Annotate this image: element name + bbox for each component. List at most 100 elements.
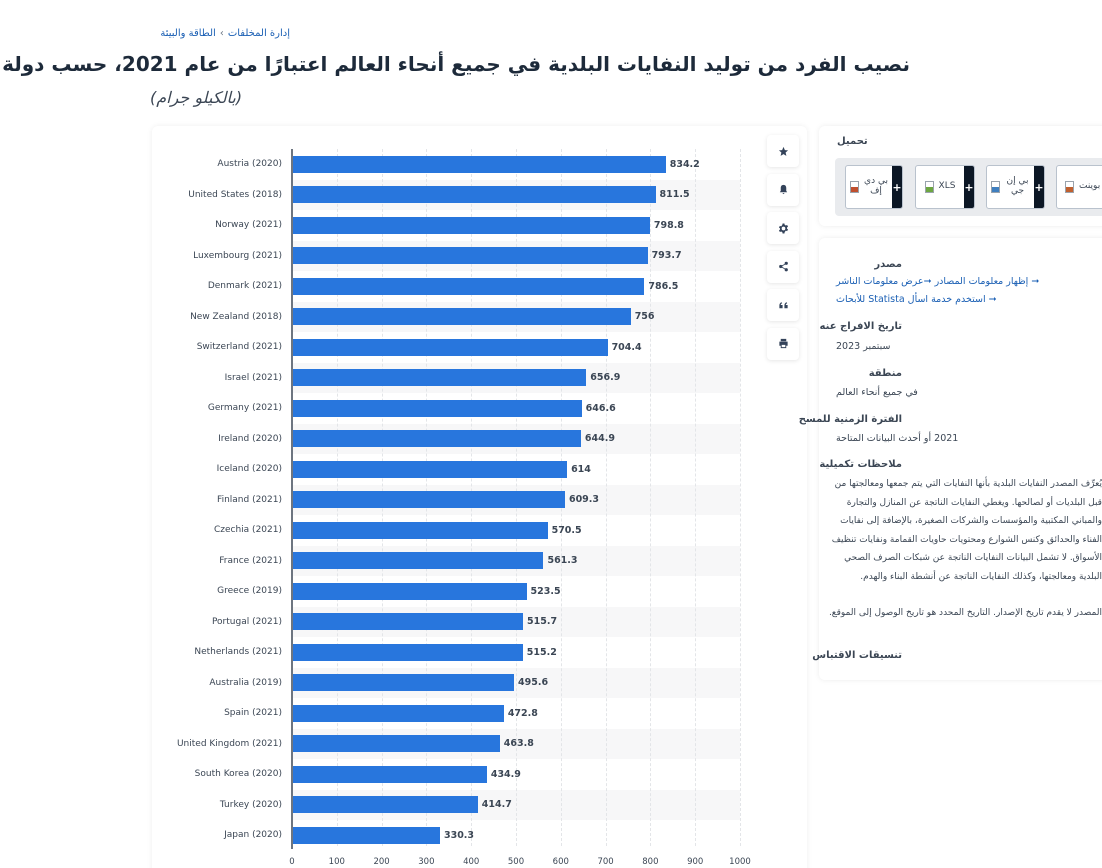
bar[interactable] <box>292 735 500 752</box>
value-label: 561.3 <box>547 555 578 566</box>
release-date-value: سبتمبر 2023 <box>836 341 891 352</box>
survey-period-title: الفترة الزمنية للمسح <box>798 414 902 425</box>
value-label: 646.6 <box>585 402 616 414</box>
category-label: France (2021) <box>219 555 282 566</box>
region-title: منطقة <box>868 368 902 379</box>
chart-plot-area: 834.2 811.5 798.8 793.7 786.5 756 704.4 656.9 64… <box>292 149 741 846</box>
source-title: مصدر <box>874 259 902 270</box>
value-label: 656.9 <box>590 372 621 383</box>
category-label: Australia (2019) <box>209 677 282 688</box>
info-panel: مصدر ➞ إظهار معلومات المصادر ➞عرض معلوما… <box>799 238 1102 680</box>
x-tick-label: 0 <box>289 857 295 867</box>
star-icon <box>778 146 788 156</box>
breadcrumb-energy-environment[interactable]: الطاقة والبيئة <box>160 28 216 39</box>
category-label: Turkey (2020) <box>219 799 282 810</box>
bar[interactable] <box>292 826 440 844</box>
category-label: United Kingdom (2021) <box>176 738 282 749</box>
gridline <box>650 149 652 846</box>
bar[interactable] <box>292 582 527 600</box>
bar[interactable] <box>292 216 650 234</box>
value-label: 798.8 <box>653 219 684 231</box>
category-label: Norway (2021) <box>215 220 282 230</box>
print-icon <box>778 338 788 349</box>
print-button[interactable] <box>767 327 799 360</box>
category-label: Germany (2021) <box>207 403 282 413</box>
category-label: Iceland (2020) <box>216 464 282 474</box>
cite-button[interactable] <box>767 289 799 321</box>
download-buttons: بي دي إف + XLS + بي إن جي + باور بوينت <box>835 158 1102 216</box>
category-label: Finland (2021) <box>217 494 282 505</box>
value-label: 614 <box>571 463 591 475</box>
value-label: 811.5 <box>659 189 690 200</box>
value-label: 515.2 <box>526 646 557 658</box>
bar[interactable] <box>292 521 548 539</box>
value-label: 644.9 <box>584 433 615 444</box>
y-axis-line <box>291 149 293 849</box>
download-png-button[interactable]: بي إن جي + <box>986 165 1045 209</box>
breadcrumb: إدارة المخلفات › الطاقة والبيئة <box>150 28 290 39</box>
x-tick-label: 800 <box>642 857 659 867</box>
bar[interactable] <box>292 399 582 417</box>
release-date-title: تاريخ الافراج عنه <box>819 321 902 332</box>
value-label: 756 <box>634 311 655 322</box>
bar[interactable] <box>292 552 544 569</box>
settings-button[interactable] <box>767 212 799 244</box>
bar[interactable] <box>292 613 524 630</box>
survey-period-value: 2021 أو أحدث البيانات المتاحة <box>836 433 959 444</box>
arrow-icon: ➞ <box>988 294 997 305</box>
value-label: 330.3 <box>443 829 475 841</box>
gear-icon <box>778 222 788 234</box>
value-label: 704.4 <box>611 341 642 353</box>
breadcrumb-waste-management[interactable]: إدارة المخلفات <box>227 28 290 39</box>
arrow-icon: ➞ <box>1031 276 1040 287</box>
bar[interactable] <box>292 765 487 783</box>
favorite-button[interactable] <box>767 135 799 167</box>
notification-button[interactable] <box>767 173 799 206</box>
bar[interactable] <box>292 308 631 325</box>
bar[interactable] <box>292 460 568 478</box>
show-publisher-link[interactable]: ➞ إظهار معلومات المصادر ➞عرض معلومات الن… <box>836 276 1040 287</box>
bar[interactable] <box>292 369 587 386</box>
category-label: Japan (2020) <box>224 830 282 840</box>
png-file-icon <box>991 181 1000 193</box>
bell-icon <box>779 184 787 195</box>
share-button[interactable] <box>767 250 799 283</box>
category-label: Spain (2021) <box>224 708 282 718</box>
bar[interactable] <box>292 643 523 661</box>
category-label: Israel (2021) <box>224 372 282 383</box>
download-pdf-button[interactable]: بي دي إف + <box>845 165 903 209</box>
bar[interactable] <box>292 338 608 356</box>
bar[interactable] <box>292 277 645 295</box>
download-xls-button[interactable]: XLS + <box>915 165 975 209</box>
page-title: نصيب الفرد من توليد النفايات البلدية في … <box>0 52 910 76</box>
value-label: 434.9 <box>490 768 521 780</box>
category-label: New Zealand (2018) <box>190 311 282 322</box>
chart-toolbar <box>767 135 799 366</box>
bar[interactable] <box>292 155 666 173</box>
bar[interactable] <box>292 796 478 813</box>
bar[interactable] <box>292 430 581 447</box>
citation-formats-link[interactable]: تنسيقات الاقتباس <box>812 650 902 661</box>
bar[interactable] <box>292 704 504 722</box>
share-icon <box>778 261 788 272</box>
x-tick-label: 900 <box>687 857 704 867</box>
bar[interactable] <box>292 247 648 264</box>
category-label: Netherlands (2021) <box>194 647 282 657</box>
ppt-file-icon <box>1064 181 1074 193</box>
category-label: Ireland (2020) <box>218 433 282 444</box>
category-label: United States (2018) <box>188 189 282 200</box>
category-label: Portugal (2021) <box>211 616 282 627</box>
bar[interactable] <box>292 186 656 203</box>
x-tick-label: 200 <box>373 857 390 867</box>
value-label: 495.6 <box>518 677 549 688</box>
supplementary-notes-title: ملاحظات تكميلية <box>819 459 902 470</box>
value-label: 609.3 <box>568 494 600 505</box>
pdf-file-icon <box>850 181 859 193</box>
bar[interactable] <box>292 674 515 691</box>
quote-icon <box>778 301 788 308</box>
gridline <box>695 149 697 846</box>
x-tick-label: 600 <box>552 857 569 867</box>
ask-statista-link[interactable]: ➞ استخدم خدمة اسأل Statista للأبحاث <box>836 294 997 305</box>
bar[interactable] <box>292 491 565 508</box>
download-ppt-button[interactable]: باور بوينت <box>1056 165 1102 209</box>
